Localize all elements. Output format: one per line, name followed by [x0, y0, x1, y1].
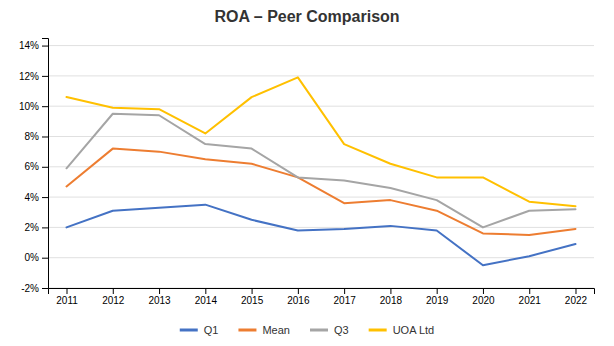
x-tick-label: 2022: [565, 295, 588, 306]
x-tick-label: 2021: [519, 295, 542, 306]
x-tick-mark: [298, 288, 299, 294]
series-line: [67, 77, 576, 206]
x-tick-label: 2013: [148, 295, 171, 306]
legend-item: Q1: [180, 324, 219, 336]
y-tick-mark: [42, 288, 48, 289]
y-tick-label: 6%: [25, 161, 40, 172]
title: ROA – Peer Comparison: [214, 8, 399, 25]
y-tick-label: 0%: [25, 252, 40, 263]
legend-label: Q1: [204, 324, 219, 336]
x-tick-mark: [390, 288, 391, 294]
x-tick: 2012: [102, 288, 125, 306]
legend-swatch: [180, 329, 198, 332]
y-tick-label: 2%: [25, 222, 40, 233]
x-tick: 2016: [287, 288, 310, 306]
x-tick-mark: [437, 288, 438, 294]
x-tick-label: 2019: [426, 295, 449, 306]
y-tick-label: -2%: [21, 283, 39, 294]
y-tick-label: 4%: [25, 192, 40, 203]
y-tick-label: 12%: [19, 71, 39, 82]
y-tick-mark: [42, 76, 48, 77]
plot-area: [67, 77, 576, 265]
x-tick: 2018: [380, 288, 403, 306]
legend-swatch: [310, 329, 328, 332]
x-tick-label: 2018: [380, 295, 403, 306]
x-tick-label: 2020: [472, 295, 495, 306]
y-tick-label: 10%: [19, 101, 39, 112]
x-tick-label: 2012: [102, 295, 125, 306]
y-tick-mark: [42, 106, 48, 107]
grid-line: [48, 227, 594, 228]
legend-label: Mean: [262, 324, 290, 336]
y-tick: 4%: [25, 192, 48, 203]
x-tick-mark: [205, 288, 206, 294]
x-tick: 2015: [241, 288, 264, 306]
y-tick: 12%: [19, 71, 48, 82]
y-tick-mark: [42, 167, 48, 168]
y-tick: 8%: [25, 131, 48, 142]
x-tick-mark: [113, 288, 114, 294]
x-tick-label: 2016: [287, 295, 310, 306]
x-tick: 2019: [426, 288, 449, 306]
grid-line: [48, 45, 594, 46]
x-tick: 2021: [519, 288, 542, 306]
y-tick-label: 8%: [25, 131, 40, 142]
x-tick: 2013: [148, 288, 171, 306]
x-tick-mark: [575, 288, 576, 294]
x-tick-mark: [483, 288, 484, 294]
x-axis: 2011 2012 2013 2014 2015 2016 2017 2018 2019 2020…: [49, 288, 595, 306]
x-tick-mark: [67, 288, 68, 294]
x-axis-line: [49, 289, 595, 295]
x-tick: 2020: [472, 288, 495, 306]
y-tick: 2%: [25, 222, 48, 233]
legend: Q1 Mean Q3 UOA Ltd: [180, 324, 434, 336]
y-tick-label: 14%: [19, 40, 39, 51]
x-tick-mark: [159, 288, 160, 294]
legend-swatch: [238, 329, 256, 332]
y-axis-line: [42, 39, 49, 289]
y-tick-mark: [42, 46, 48, 47]
legend-item: Mean: [238, 324, 290, 336]
x-tick-label: 2011: [56, 295, 78, 306]
y-tick: 0%: [25, 252, 48, 263]
y-tick: -2%: [21, 283, 48, 294]
legend-label: UOA Ltd: [393, 324, 435, 336]
x-tick-mark: [252, 288, 253, 294]
grid: [48, 46, 594, 288]
y-tick-mark: [42, 258, 48, 259]
x-tick: 2014: [195, 288, 218, 306]
legend-swatch: [369, 329, 387, 332]
y-tick-mark: [42, 227, 48, 228]
grid-line: [48, 106, 594, 107]
y-axis: -2% 0% 2% 4% 6% 8% 10% 12% 14%: [19, 39, 49, 294]
y-tick-mark: [42, 197, 48, 198]
y-tick: 14%: [19, 40, 48, 51]
x-tick-mark: [344, 288, 345, 294]
grid-line: [48, 75, 594, 76]
legend-item: UOA Ltd: [369, 324, 435, 336]
x-tick-label: 2017: [334, 295, 357, 306]
x-tick: 2017: [334, 288, 357, 306]
series-line: [67, 114, 576, 228]
x-tick: 2011: [56, 288, 78, 306]
chart: 2011 2012 2013 2014 2015 2016 2017 2018 2019 2020…: [0, 0, 614, 346]
y-tick: 10%: [19, 101, 48, 112]
x-tick-mark: [529, 288, 530, 294]
x-tick: 2022: [565, 288, 588, 306]
grid-line: [48, 166, 594, 167]
x-tick-label: 2015: [241, 295, 264, 306]
grid-line: [48, 136, 594, 137]
x-tick-label: 2014: [195, 295, 218, 306]
grid-line: [48, 197, 594, 198]
y-tick-mark: [42, 136, 48, 137]
legend-item: Q3: [310, 324, 349, 336]
y-tick: 6%: [25, 161, 48, 172]
grid-line: [48, 257, 594, 258]
legend-label: Q3: [334, 324, 349, 336]
